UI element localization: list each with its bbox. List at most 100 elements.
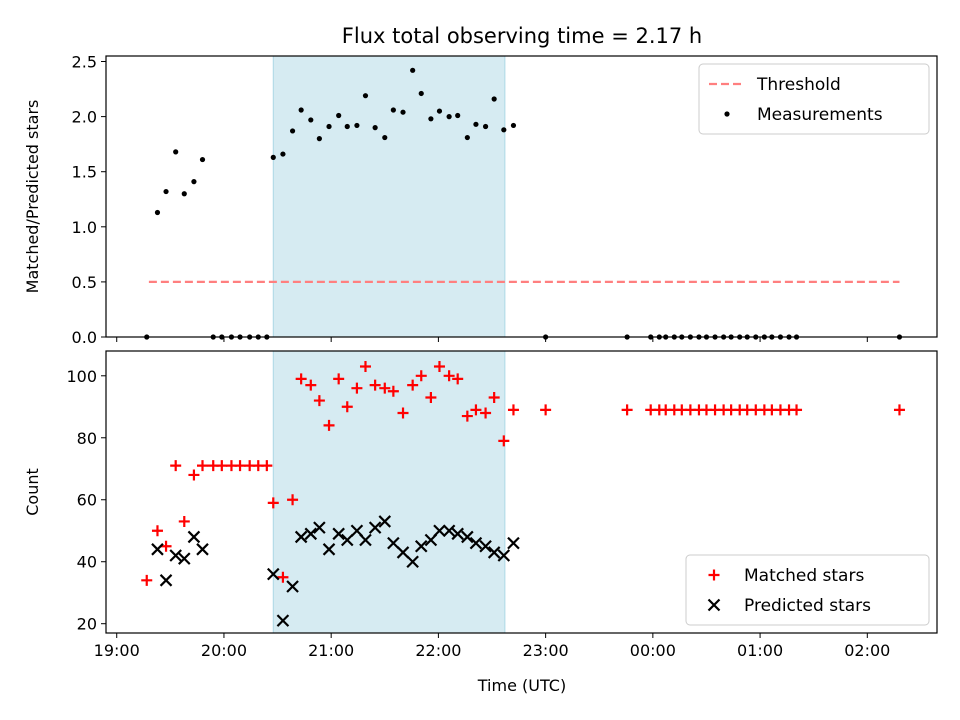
matched-star-point [488, 391, 500, 403]
measurement-point [400, 109, 406, 115]
measurement-point [464, 134, 470, 141]
predicted-star-point [406, 555, 419, 569]
matched-star-point [261, 460, 273, 472]
matched-star-point [305, 379, 317, 391]
measurement-point [418, 90, 424, 97]
ratio-panel: 0.0 0.5 1.0 1.5 2.0 2.5 Matched/Predicted star… [23, 53, 938, 347]
matched-star-point [313, 395, 325, 407]
matched-star-point [160, 540, 172, 552]
x-tick-label: 19:00 [94, 641, 140, 660]
y-tick-label: 20 [77, 615, 97, 634]
predicted-star-point [378, 515, 392, 528]
y-tick-label: 100 [66, 367, 97, 386]
matched-star-point [216, 460, 228, 472]
plot-frame [105, 350, 938, 634]
y-tick-label: 1.5 [72, 163, 97, 182]
measurement-point [199, 156, 206, 163]
matched-star-point [498, 435, 510, 447]
x-tick-label: 22:00 [415, 641, 461, 660]
matched-star-point [188, 469, 200, 481]
measurement-point [372, 125, 378, 131]
y-tick-label: 1.0 [72, 218, 97, 237]
matched-star-point [470, 404, 482, 416]
predicted-star-point [294, 530, 308, 544]
matched-star-point [452, 373, 464, 385]
x-tick-label: 23:00 [523, 641, 569, 660]
measurement-point [428, 116, 434, 122]
predicted-star-point [396, 546, 410, 559]
matched-star-point [540, 404, 552, 416]
measurement-point [336, 112, 342, 119]
predicted-star-point [461, 530, 474, 544]
matched-star-point [287, 494, 299, 506]
x-tick-label: 02:00 [844, 641, 890, 660]
measurement-point [280, 151, 286, 157]
y-tick-label: 40 [77, 553, 97, 572]
predicted-star-point [169, 549, 182, 562]
predicted-star-point [433, 524, 446, 538]
matched-star-point [197, 460, 209, 472]
measurement-point [362, 93, 369, 99]
measurement-point [181, 191, 187, 197]
measurement-point [354, 122, 360, 129]
x-axis-label: Time (UTC) [477, 676, 566, 695]
x-tick-label: 00:00 [630, 641, 676, 660]
predicted-star-point [332, 527, 345, 541]
predicted-star-point [451, 527, 464, 541]
predicted-star-point [196, 543, 209, 556]
predicted-star-point [313, 521, 326, 534]
matched-star-point [369, 379, 381, 391]
measurement-point [455, 112, 461, 119]
observing-window-span [272, 350, 506, 634]
measurement-point [191, 179, 197, 185]
matched-star-point [341, 401, 353, 413]
predicted-star-point [414, 539, 428, 553]
measurement-point [390, 107, 396, 113]
measurement-point [382, 134, 388, 141]
measurement-point [410, 67, 416, 73]
predicted-star-point [387, 536, 400, 550]
matched-star-point [433, 360, 445, 372]
matched-star-point [443, 370, 455, 382]
matched-star-point [267, 497, 279, 509]
predicted-star-point [707, 598, 721, 612]
y-tick-label: 0.5 [72, 273, 97, 292]
series-matched-stars [141, 360, 905, 586]
measurement-point [436, 108, 443, 114]
predicted-star-point [442, 524, 456, 538]
measurement-point [298, 107, 304, 113]
legend-label: Predicted stars [744, 596, 871, 616]
matched-star-point [507, 404, 519, 416]
matched-star-point [791, 404, 803, 416]
predicted-star-point [304, 527, 318, 541]
legend-label: Threshold [756, 75, 841, 95]
legend-label: Measurements [757, 105, 883, 125]
matched-star-point [425, 391, 437, 403]
x-tick-label: 20:00 [201, 641, 247, 660]
legend-top: Threshold Measurements [698, 63, 930, 135]
matched-star-point [277, 571, 289, 583]
y-tick-label: 60 [77, 491, 97, 510]
predicted-star-point [507, 536, 520, 550]
legend-label: Matched stars [744, 566, 864, 586]
measurement-point [344, 123, 350, 130]
measurement-point [491, 96, 497, 102]
measurement-point [308, 117, 314, 123]
x-tick-label: 21:00 [308, 641, 354, 660]
predicted-star-point [479, 539, 492, 553]
measurement-point [326, 123, 332, 130]
matched-star-point [351, 382, 363, 394]
matched-star-point [397, 407, 409, 419]
predicted-star-point [359, 533, 372, 547]
predicted-star-point [469, 536, 483, 550]
matched-star-point [333, 373, 345, 385]
predicted-star-point [368, 521, 382, 534]
measurement-point [473, 121, 479, 127]
measurement-point [316, 136, 322, 142]
matched-star-point [379, 382, 391, 394]
predicted-star-point [286, 580, 299, 593]
plot-frame [105, 55, 938, 338]
y-tick-label: 80 [77, 429, 97, 448]
measurement-point [163, 188, 169, 195]
